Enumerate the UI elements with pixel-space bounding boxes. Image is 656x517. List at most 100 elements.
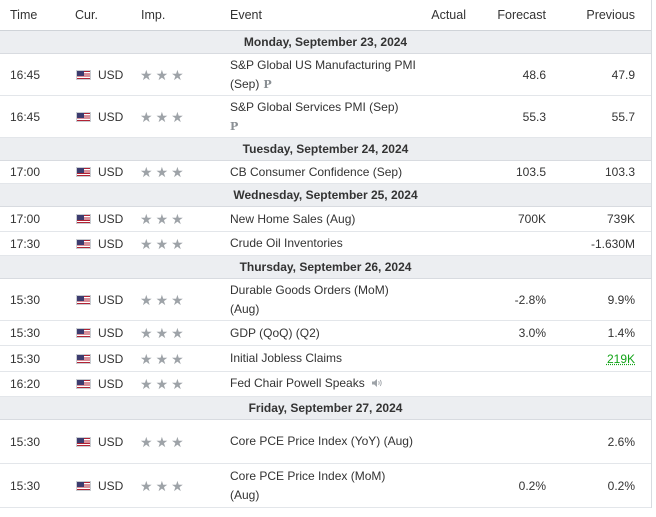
event-name-link[interactable]: Initial Jobless Claims	[230, 351, 343, 365]
forecast-value: 0.2%	[518, 478, 546, 493]
importance-cell: ★ ★ ★	[140, 237, 228, 251]
star-icon: ★	[171, 211, 184, 227]
event-name-link[interactable]: Durable Goods Orders (MoM) (Aug)	[230, 282, 389, 316]
star-icon: ★	[140, 66, 153, 83]
importance-cell: ★ ★ ★	[140, 326, 228, 340]
preliminary-badge: P	[263, 77, 272, 91]
currency-cell: USD	[74, 435, 140, 449]
currency-code: USD	[98, 236, 124, 251]
table-row[interactable]: 16:20 USD ★ ★ ★ Fed Chair Powell Speaks	[0, 372, 651, 397]
table-row[interactable]: 15:30 USD ★ ★ ★ Initial Jobless Claims 219…	[0, 346, 651, 372]
star-icon: ★	[171, 235, 184, 252]
event-name-link[interactable]: Core PCE Price Index (MoM) (Aug)	[230, 468, 386, 502]
table-row[interactable]: 17:00 USD ★ ★ ★ New Home Sales (Aug) 700K …	[0, 207, 651, 232]
header-currency[interactable]: Cur.	[75, 8, 98, 22]
event-cell: Fed Chair Powell Speaks	[228, 374, 416, 393]
star-icon: ★	[155, 477, 169, 494]
event-name-link[interactable]: New Home Sales (Aug)	[230, 211, 356, 226]
forecast-value: 48.6	[522, 67, 546, 82]
previous-value: 55.7	[611, 109, 635, 124]
star-icon: ★	[140, 350, 153, 367]
star-icon: ★	[140, 433, 153, 450]
importance-cell: ★ ★ ★	[140, 212, 228, 226]
previous-value: 47.9	[611, 67, 635, 82]
event-name-link[interactable]: CB Consumer Confidence (Sep)	[230, 164, 403, 179]
forecast-value: 700K	[517, 212, 546, 226]
star-icon: ★	[171, 291, 184, 308]
event-cell: Core PCE Price Index (MoM) (Aug)	[228, 467, 416, 505]
event-time: 15:30	[10, 434, 41, 449]
event-name-link[interactable]: S&P Global US Manufacturing PMI (Sep)	[230, 57, 416, 91]
table-row[interactable]: 15:30 USD ★ ★ ★ Core PCE Price Index (YoY)…	[0, 420, 651, 464]
event-time: 17:00	[10, 165, 41, 179]
header-event[interactable]: Event	[230, 7, 262, 22]
event-cell: S&P Global Services PMI (Sep) P	[228, 98, 416, 136]
table-row[interactable]: 15:30 USD ★ ★ ★ GDP (QoQ) (Q2) 3.0% 1.4%	[0, 321, 651, 346]
day-header: Thursday, September 26, 2024	[0, 256, 651, 279]
table-row[interactable]: 16:45 USD ★ ★ ★ S&P Global Services PMI (S…	[0, 96, 651, 138]
event-name-link[interactable]: S&P Global Services PMI (Sep)	[230, 99, 399, 114]
previous-value: -1.630M	[590, 236, 635, 251]
star-icon: ★	[171, 108, 184, 125]
previous-value: 219K	[550, 352, 647, 366]
previous-value-link[interactable]: 219K	[606, 351, 635, 366]
previous-value: 739K	[606, 212, 635, 226]
forecast-value: 55.3	[522, 109, 546, 124]
importance-cell: ★ ★ ★	[140, 435, 228, 449]
star-icon: ★	[155, 211, 169, 227]
currency-code: USD	[98, 351, 124, 366]
preliminary-badge: P	[230, 119, 239, 133]
speaker-icon	[371, 375, 383, 394]
forecast-value: -2.8%	[514, 292, 546, 307]
previous-value: 1.4%	[607, 326, 635, 340]
header-actual[interactable]: Actual	[431, 8, 466, 22]
importance-cell: ★ ★ ★	[140, 68, 228, 82]
us-flag-icon	[76, 111, 91, 122]
event-time: 15:30	[10, 351, 41, 366]
table-row[interactable]: 17:00 USD ★ ★ ★ CB Consumer Confidence (Se…	[0, 161, 651, 184]
currency-code: USD	[98, 377, 124, 391]
currency-cell: USD	[74, 68, 140, 82]
currency-code: USD	[98, 478, 124, 493]
event-time: 16:45	[10, 67, 41, 82]
star-icon: ★	[140, 211, 153, 227]
header-forecast[interactable]: Forecast	[497, 8, 546, 22]
header-importance[interactable]: Imp.	[141, 8, 166, 22]
star-icon: ★	[171, 325, 184, 341]
day-header: Monday, September 23, 2024	[0, 31, 651, 54]
event-time: 15:30	[10, 292, 41, 307]
forecast-value: 103.5	[515, 165, 546, 179]
star-icon: ★	[140, 291, 153, 308]
table-row[interactable]: 17:30 USD ★ ★ ★ Crude Oil Inventories -1.6…	[0, 232, 651, 256]
event-name-link[interactable]: Core PCE Price Index (YoY) (Aug)	[230, 434, 413, 448]
star-icon: ★	[140, 235, 153, 252]
previous-value: 9.9%	[607, 292, 635, 307]
us-flag-icon	[76, 328, 91, 338]
us-flag-icon	[76, 480, 91, 491]
star-icon: ★	[155, 325, 169, 341]
day-header: Wednesday, September 25, 2024	[0, 184, 651, 207]
table-row[interactable]: 15:30 USD ★ ★ ★ Core PCE Price Index (MoM)…	[0, 464, 651, 508]
star-icon: ★	[140, 376, 153, 392]
importance-cell: ★ ★ ★	[140, 293, 228, 307]
event-cell: New Home Sales (Aug)	[228, 210, 416, 229]
star-icon: ★	[140, 108, 153, 125]
star-icon: ★	[155, 433, 169, 450]
header-time[interactable]: Time	[10, 8, 38, 22]
table-row[interactable]: 16:45 USD ★ ★ ★ S&P Global US Manufacturin…	[0, 54, 651, 96]
event-name-link[interactable]: Fed Chair Powell Speaks	[230, 376, 365, 391]
header-previous[interactable]: Previous	[586, 8, 635, 22]
star-icon: ★	[140, 325, 153, 341]
currency-cell: USD	[74, 479, 140, 493]
event-name-link[interactable]: GDP (QoQ) (Q2)	[230, 325, 320, 340]
day-header: Friday, September 27, 2024	[0, 397, 651, 420]
star-icon: ★	[155, 108, 169, 125]
currency-code: USD	[98, 292, 124, 307]
us-flag-icon	[76, 379, 91, 389]
star-icon: ★	[171, 433, 184, 450]
importance-cell: ★ ★ ★	[140, 110, 228, 124]
star-icon: ★	[155, 235, 169, 252]
event-name-link[interactable]: Crude Oil Inventories	[230, 236, 343, 250]
currency-cell: USD	[74, 326, 140, 340]
table-row[interactable]: 15:30 USD ★ ★ ★ Durable Goods Orders (MoM)…	[0, 279, 651, 321]
